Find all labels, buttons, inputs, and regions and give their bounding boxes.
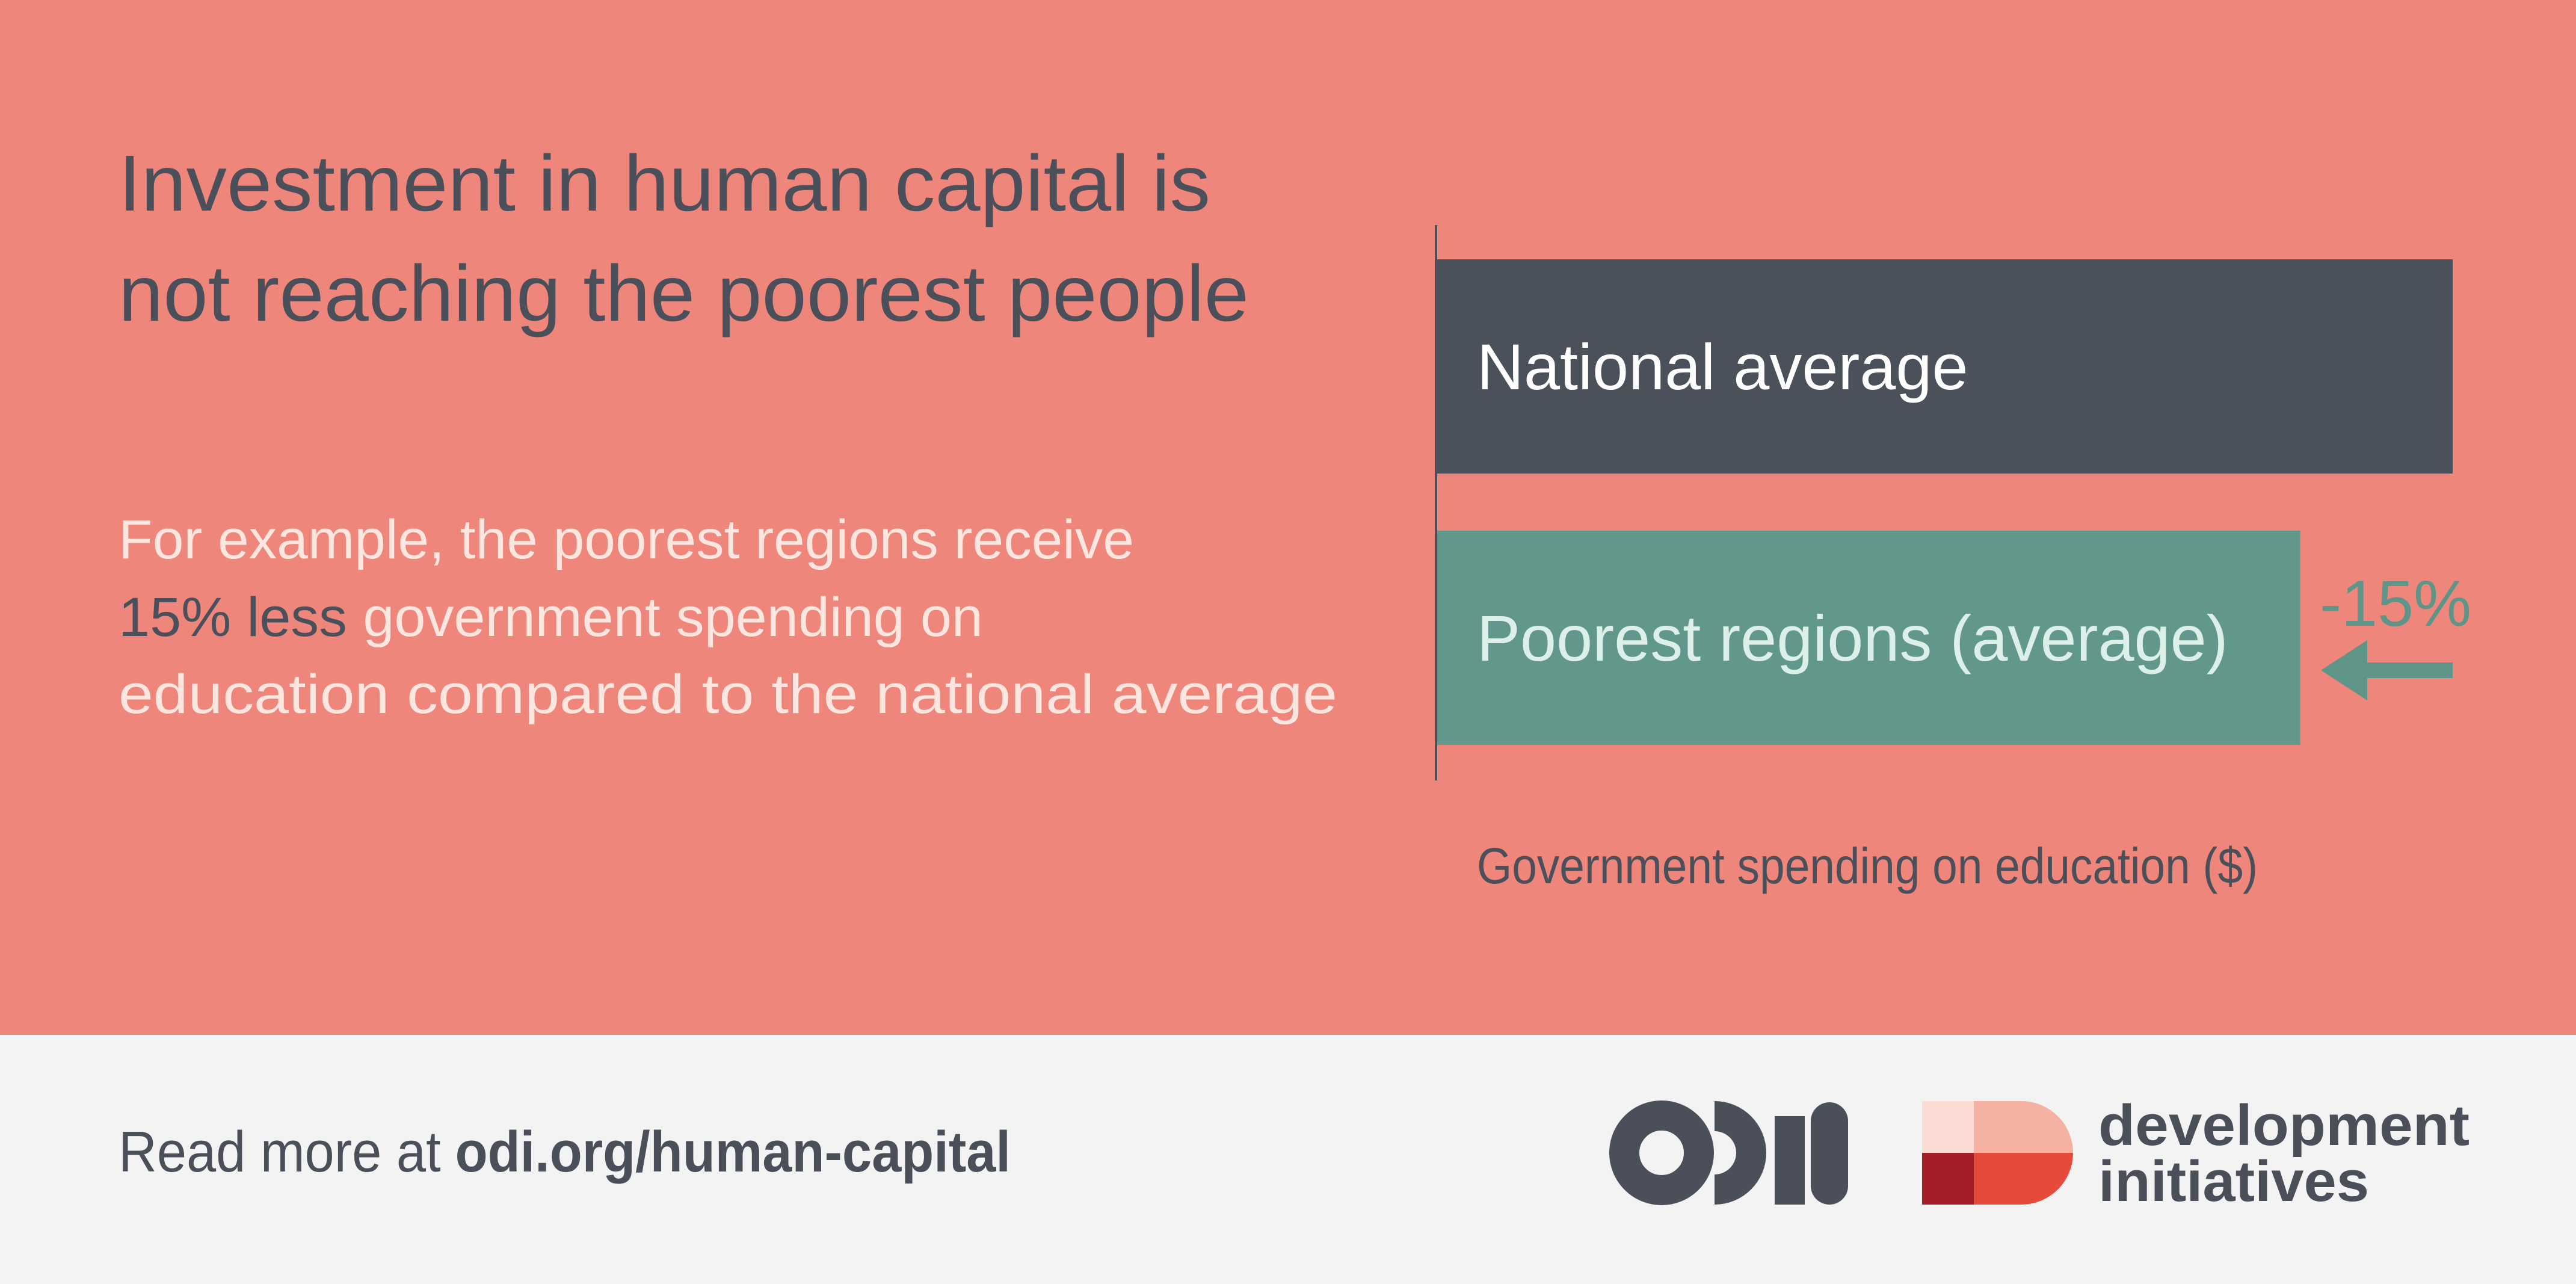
odi-logo-d-stem [1775,1116,1805,1205]
di-logo-block [1974,1101,2073,1153]
footer-prefix: Read more at [119,1120,441,1184]
annotation: -15% [2320,567,2471,640]
bar [1436,531,2300,745]
di-logo-block [1922,1101,1974,1153]
di-logo: development initiatives [1922,1093,2470,1214]
description: 15% less government spending on [119,587,983,648]
description-highlight: 15% less [119,587,347,648]
di-logo-block [1922,1153,1974,1205]
di-logo-block [1974,1153,2073,1205]
odi-logo-d [1715,1101,1766,1205]
partner-logo-text: initiatives [2098,1149,2369,1214]
description: government spending on [363,587,983,648]
odi-logo-i [1811,1102,1848,1205]
description: For example, the poorest regions receive [119,509,1134,570]
x-axis-label: Government spending on education ($) [1477,838,2258,894]
description: education compared to the national avera… [119,664,1337,725]
footer-text: Read more atodi.org/human-capital [119,1120,1011,1184]
partner-logo-text: development [2098,1093,2470,1158]
bar-label: Poorest regions (average) [1477,602,2228,674]
bar [1436,259,2453,474]
footer-link[interactable]: odi.org/human-capital [455,1120,1011,1184]
chart: National average Poorest regions (average… [1435,225,2471,894]
odi-logo [1609,1100,1848,1205]
annotation-arrowhead [2321,640,2367,700]
bar-label: National average [1477,330,1968,403]
footer-panel [0,1035,2576,1284]
headline: not reaching the poorest people [119,249,1249,338]
odi-logo-o [1609,1100,1714,1205]
top-panel [0,0,2576,1035]
headline: Investment in human capital is [119,139,1210,227]
